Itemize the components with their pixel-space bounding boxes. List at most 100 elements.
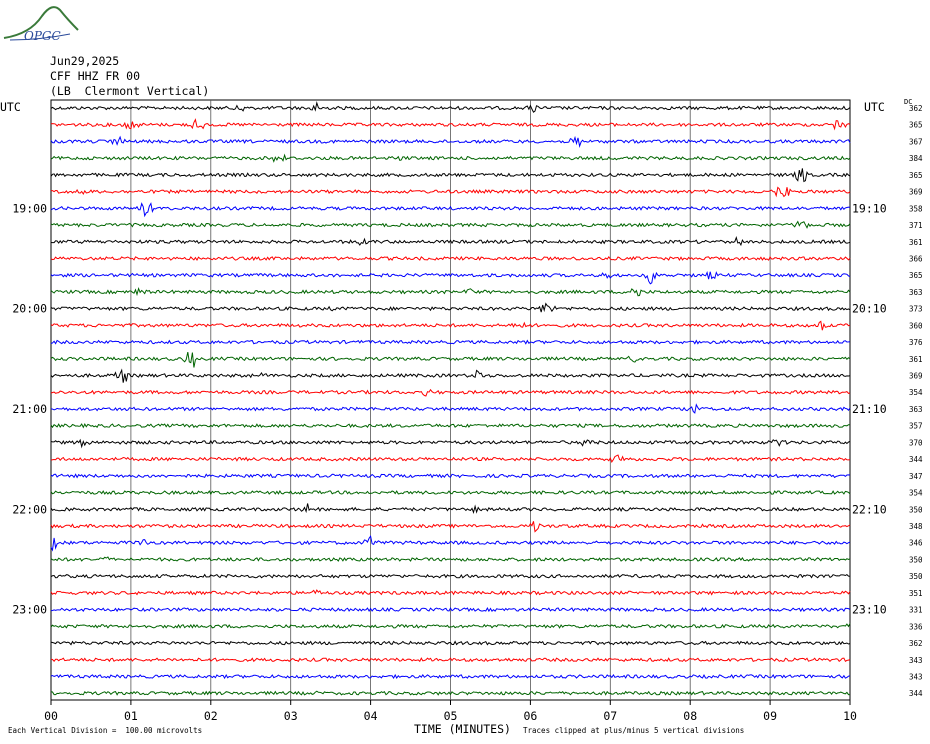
seismic-trace [50, 490, 851, 496]
dc-offset-value: 347 [909, 472, 923, 481]
x-tick-label: 09 [763, 709, 777, 723]
seismic-trace [50, 589, 851, 596]
seismic-trace [50, 135, 851, 148]
seismic-trace [50, 339, 851, 345]
hour-label-right: 19:10 [852, 201, 887, 215]
x-tick-label: 10 [843, 709, 857, 723]
header-date: Jun29,2025 [50, 54, 120, 68]
dc-offset-value: 384 [909, 154, 923, 163]
dc-offset-value: 346 [909, 539, 923, 548]
dc-offset-value: 354 [909, 489, 923, 498]
dc-offset-value: 344 [909, 455, 923, 464]
dc-offset-value: 370 [909, 438, 923, 447]
seismic-trace [50, 573, 851, 579]
dc-offset-value: 367 [909, 137, 923, 146]
seismic-trace [50, 153, 851, 163]
x-axis-label: TIME (MINUTES) [414, 722, 511, 736]
dc-offset-value: 362 [909, 639, 923, 648]
dc-offset-value: 343 [909, 672, 923, 681]
seismic-trace [50, 100, 851, 113]
dc-offset-value: 366 [909, 254, 923, 263]
dc-offset-value: 354 [909, 388, 923, 397]
dc-offset-value: 363 [909, 405, 923, 414]
hour-label-right: 20:10 [852, 302, 887, 316]
dc-offset-value: 357 [909, 422, 923, 431]
dc-offset-value: 343 [909, 656, 923, 665]
clipping-note: Traces clipped at plus/minus 5 vertical … [523, 726, 745, 735]
hour-label-left: 23:00 [12, 603, 47, 617]
dc-offset-value: 365 [909, 171, 923, 180]
seismic-trace [50, 186, 851, 198]
dc-offset-value: 350 [909, 572, 923, 581]
header-station: CFF HHZ FR 00 [50, 69, 141, 83]
x-tick-label: 04 [364, 709, 378, 723]
seismic-trace [50, 454, 851, 463]
hour-label-left: 21:00 [12, 402, 47, 416]
seismic-trace [50, 168, 851, 183]
hour-label-left: 20:00 [12, 302, 47, 316]
seismic-trace [50, 640, 851, 646]
hour-label-right: 23:10 [852, 603, 887, 617]
x-tick-label: 07 [603, 709, 617, 723]
seismic-trace [50, 220, 851, 229]
dc-offset-value: 351 [909, 589, 923, 598]
dc-offset-value: 344 [909, 689, 923, 698]
hour-label-left: 19:00 [12, 201, 47, 215]
dc-offset-value: 371 [909, 221, 923, 230]
x-tick-label: 01 [124, 709, 138, 723]
seismic-trace [50, 556, 851, 562]
x-tick-label: 05 [444, 709, 458, 723]
dc-offset-value: 361 [909, 238, 923, 247]
seismic-trace [50, 607, 851, 613]
seismic-trace [50, 320, 851, 331]
left-axis-title: UTC [0, 100, 21, 114]
seismic-trace [50, 255, 851, 262]
seismic-trace [50, 287, 851, 297]
dc-offset-value: 365 [909, 271, 923, 280]
x-tick-label: 06 [523, 709, 537, 723]
opgc-logo: OPGC [3, 6, 79, 43]
dc-offset-value: 331 [909, 606, 923, 615]
seismic-trace [50, 657, 851, 663]
logo-text: OPGC [24, 29, 61, 43]
seismic-trace [50, 235, 851, 247]
x-tick-label: 03 [284, 709, 298, 723]
hour-label-left: 22:00 [12, 502, 47, 516]
dc-offset-value: 376 [909, 338, 923, 347]
dc-offset-value: 373 [909, 305, 923, 314]
seismic-trace [50, 521, 851, 533]
seismic-trace [50, 118, 851, 131]
seismic-trace [50, 503, 851, 515]
dc-offset-title: DC [904, 98, 913, 106]
dc-offset-value: 369 [909, 188, 923, 197]
dc-offset-value: 358 [909, 204, 923, 213]
x-tick-label: 08 [683, 709, 697, 723]
seismic-trace [50, 403, 851, 414]
seismic-trace [50, 388, 851, 397]
seismic-trace [50, 270, 851, 285]
seismic-trace [50, 351, 851, 368]
dc-offset-value: 350 [909, 555, 923, 564]
dc-offset-value: 365 [909, 121, 923, 130]
seismic-trace [50, 438, 851, 449]
seismic-trace [50, 690, 851, 696]
dc-offset-value: 360 [909, 321, 923, 330]
x-tick-label: 00 [44, 709, 58, 723]
dc-offset-value: 336 [909, 622, 923, 631]
dc-offset-value: 369 [909, 372, 923, 381]
x-tick-label: 02 [204, 709, 218, 723]
seismic-trace [50, 534, 851, 552]
dc-offset-value: 363 [909, 288, 923, 297]
vertical-division-note: Each Vertical Division = 100.00 microvol… [8, 726, 203, 735]
dc-offset-value: 350 [909, 505, 923, 514]
header-location: (LB Clermont Vertical) [50, 84, 210, 98]
seismic-trace [50, 202, 851, 218]
right-axis-title: UTC [864, 100, 885, 114]
dc-offset-value: 348 [909, 522, 923, 531]
hour-label-right: 21:10 [852, 402, 887, 416]
seismic-trace [50, 423, 850, 429]
seismic-trace [50, 673, 851, 680]
dc-offset-value: 361 [909, 355, 923, 364]
seismic-trace [50, 623, 851, 629]
